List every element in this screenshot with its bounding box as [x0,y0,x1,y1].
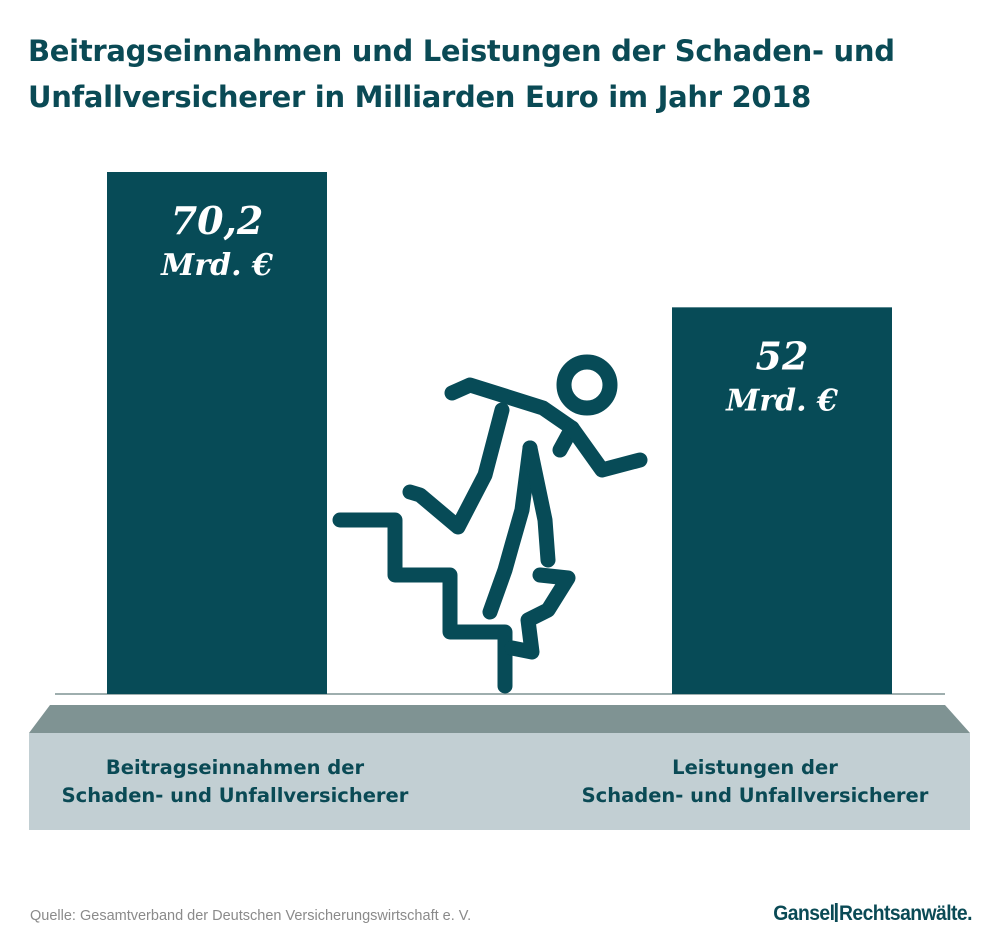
logo-part2: Rechtsanwälte. [839,902,972,925]
category-label-left: Beitragseinnahmen der Schaden- und Unfal… [0,733,470,830]
person-falling-down-stairs-icon [332,354,648,694]
bar-unit-label-2: Mrd. € [725,383,838,418]
title-line-2: Unfallversicherer in Milliarden Euro im … [28,80,811,114]
category-label-left-line1: Beitragseinnahmen der [105,755,365,779]
chart-title: Beitragseinnahmen und Leistungen der Sch… [28,28,928,120]
logo-part1: Gansel [773,902,835,925]
bars-group: 70,2 Mrd. € 52 Mrd. € [107,172,892,694]
category-label-right: Leistungen der Schaden- und Unfallversic… [520,733,990,830]
bar-1 [107,172,327,694]
bar-value-label-2: 52 [756,333,809,378]
bar-value-label-1: 70,2 [171,198,264,243]
bar-2 [672,307,892,694]
category-label-left-line2: Schaden- und Unfallversicherer [61,783,409,807]
bar-unit-label-1: Mrd. € [160,248,273,283]
category-label-right-line2: Schaden- und Unfallversicherer [581,783,929,807]
title-line-1: Beitragseinnahmen und Leistungen der Sch… [28,34,895,68]
source-note: Quelle: Gesamtverband der Deutschen Vers… [30,908,472,924]
brand-logo: Gansel Rechtsanwälte. [773,902,972,926]
category-label-right-line1: Leistungen der [672,755,838,779]
base-top-surface [29,705,970,733]
base-front [29,733,970,830]
logo-separator [835,903,839,922]
